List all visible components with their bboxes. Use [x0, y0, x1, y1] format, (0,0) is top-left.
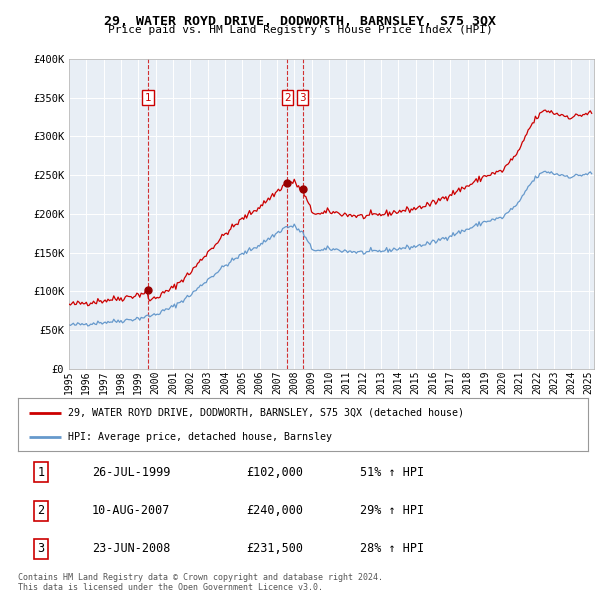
Text: £240,000: £240,000	[246, 504, 303, 517]
Text: £102,000: £102,000	[246, 466, 303, 478]
Text: HPI: Average price, detached house, Barnsley: HPI: Average price, detached house, Barn…	[68, 432, 332, 442]
Text: 51% ↑ HPI: 51% ↑ HPI	[360, 466, 424, 478]
Text: 3: 3	[299, 93, 306, 103]
Text: 26-JUL-1999: 26-JUL-1999	[92, 466, 170, 478]
Text: 1: 1	[37, 466, 44, 478]
Text: Contains HM Land Registry data © Crown copyright and database right 2024.: Contains HM Land Registry data © Crown c…	[18, 573, 383, 582]
Text: 29, WATER ROYD DRIVE, DODWORTH, BARNSLEY, S75 3QX: 29, WATER ROYD DRIVE, DODWORTH, BARNSLEY…	[104, 15, 496, 28]
Text: 29% ↑ HPI: 29% ↑ HPI	[360, 504, 424, 517]
Text: 29, WATER ROYD DRIVE, DODWORTH, BARNSLEY, S75 3QX (detached house): 29, WATER ROYD DRIVE, DODWORTH, BARNSLEY…	[68, 408, 464, 418]
Text: 3: 3	[37, 542, 44, 555]
Text: 28% ↑ HPI: 28% ↑ HPI	[360, 542, 424, 555]
Text: 2: 2	[284, 93, 291, 103]
Text: Price paid vs. HM Land Registry's House Price Index (HPI): Price paid vs. HM Land Registry's House …	[107, 25, 493, 35]
Text: This data is licensed under the Open Government Licence v3.0.: This data is licensed under the Open Gov…	[18, 583, 323, 590]
Text: 2: 2	[37, 504, 44, 517]
Text: £231,500: £231,500	[246, 542, 303, 555]
Text: 1: 1	[145, 93, 151, 103]
Text: 23-JUN-2008: 23-JUN-2008	[92, 542, 170, 555]
Text: 10-AUG-2007: 10-AUG-2007	[92, 504, 170, 517]
